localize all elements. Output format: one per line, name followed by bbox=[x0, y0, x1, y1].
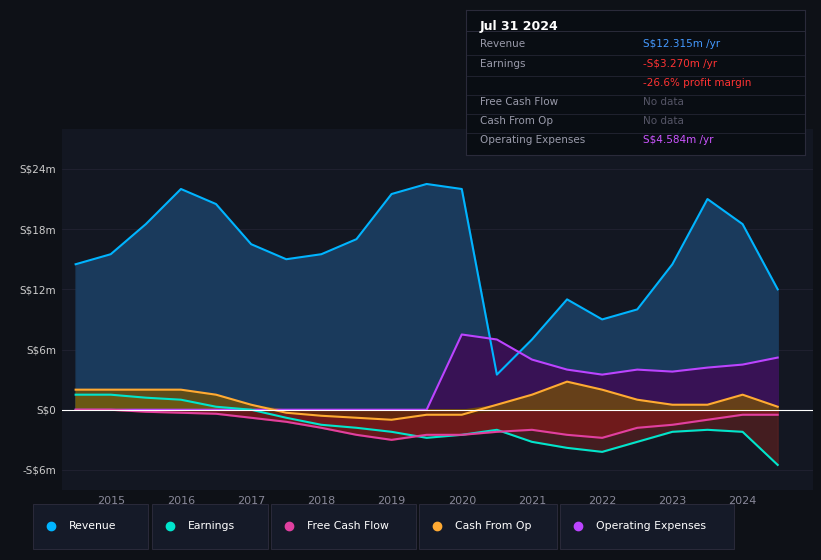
Text: Revenue: Revenue bbox=[480, 39, 525, 49]
Text: Operating Expenses: Operating Expenses bbox=[596, 521, 706, 531]
FancyBboxPatch shape bbox=[560, 504, 734, 549]
Text: Free Cash Flow: Free Cash Flow bbox=[307, 521, 389, 531]
Text: Earnings: Earnings bbox=[188, 521, 236, 531]
FancyBboxPatch shape bbox=[152, 504, 268, 549]
Text: Jul 31 2024: Jul 31 2024 bbox=[480, 20, 558, 32]
FancyBboxPatch shape bbox=[420, 504, 557, 549]
Text: S$12.315m /yr: S$12.315m /yr bbox=[643, 39, 720, 49]
FancyBboxPatch shape bbox=[33, 504, 149, 549]
Text: Operating Expenses: Operating Expenses bbox=[480, 135, 585, 144]
Text: S$4.584m /yr: S$4.584m /yr bbox=[643, 135, 713, 144]
Text: Cash From Op: Cash From Op bbox=[480, 116, 553, 126]
Text: No data: No data bbox=[643, 97, 684, 107]
Text: No data: No data bbox=[643, 116, 684, 126]
Text: -S$3.270m /yr: -S$3.270m /yr bbox=[643, 59, 717, 69]
Text: Free Cash Flow: Free Cash Flow bbox=[480, 97, 558, 107]
Text: Cash From Op: Cash From Op bbox=[456, 521, 532, 531]
Text: Earnings: Earnings bbox=[480, 59, 525, 69]
Text: -26.6% profit margin: -26.6% profit margin bbox=[643, 78, 751, 88]
FancyBboxPatch shape bbox=[271, 504, 415, 549]
Text: Revenue: Revenue bbox=[69, 521, 117, 531]
